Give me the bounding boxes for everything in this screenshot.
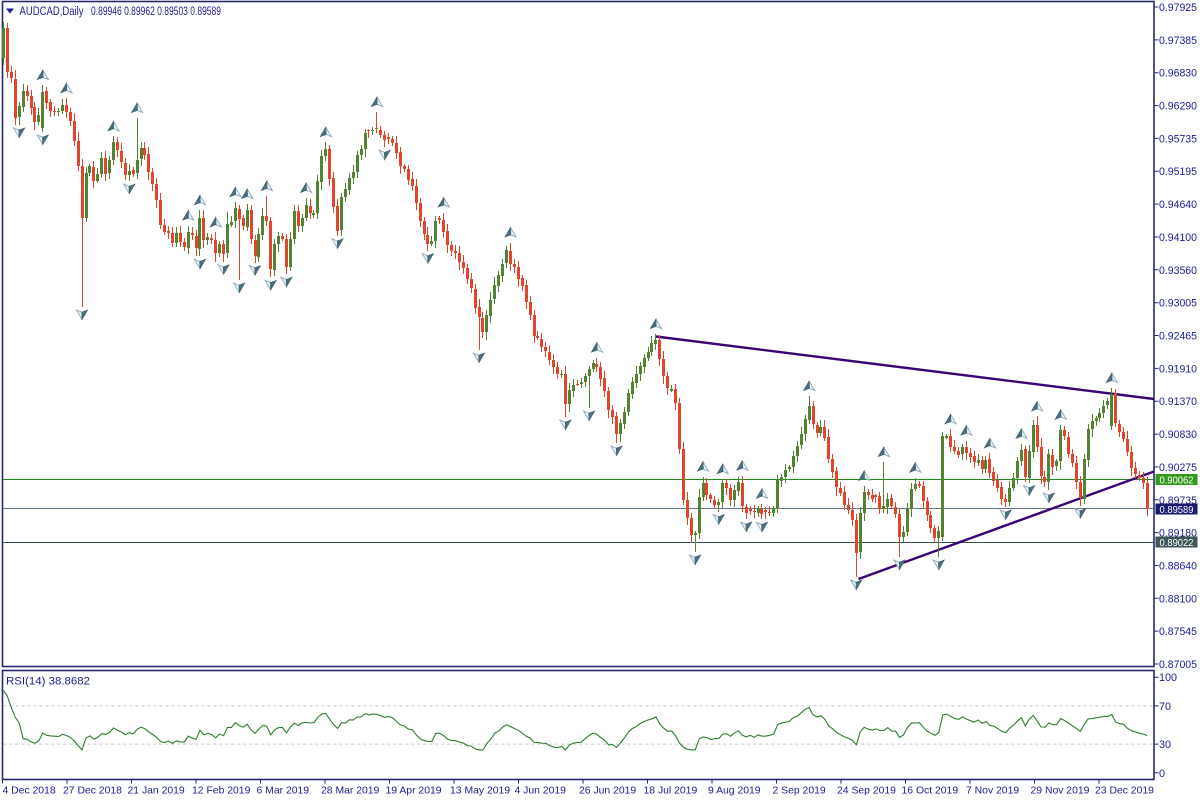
svg-text:27 Dec 2018: 27 Dec 2018 — [63, 786, 122, 797]
svg-text:13 May 2019: 13 May 2019 — [450, 786, 510, 797]
svg-text:24 Sep 2019: 24 Sep 2019 — [837, 786, 896, 797]
svg-text:16 Oct 2019: 16 Oct 2019 — [902, 786, 959, 797]
svg-text:0.95735: 0.95735 — [1159, 133, 1197, 145]
svg-text:18 Jul 2019: 18 Jul 2019 — [644, 786, 698, 797]
svg-text:0.90275: 0.90275 — [1159, 462, 1197, 474]
svg-text:0.97385: 0.97385 — [1159, 35, 1197, 47]
svg-text:AUDCAD,Daily: AUDCAD,Daily — [20, 6, 84, 18]
svg-text:19 Apr 2019: 19 Apr 2019 — [386, 786, 442, 797]
svg-text:26 Jun 2019: 26 Jun 2019 — [579, 786, 636, 797]
svg-text:0.90830: 0.90830 — [1159, 429, 1197, 441]
svg-text:0.91370: 0.91370 — [1159, 396, 1197, 408]
svg-text:0.94100: 0.94100 — [1159, 232, 1197, 244]
svg-text:2 Sep 2019: 2 Sep 2019 — [773, 786, 826, 797]
svg-text:0.97925: 0.97925 — [1159, 2, 1197, 14]
svg-text:0.87005: 0.87005 — [1159, 659, 1197, 671]
svg-text:100: 100 — [1159, 672, 1177, 684]
svg-text:4 Dec 2018: 4 Dec 2018 — [3, 786, 56, 797]
svg-text:23 Dec 2019: 23 Dec 2019 — [1095, 786, 1154, 797]
svg-text:0.95195: 0.95195 — [1159, 166, 1197, 178]
svg-text:0.89589: 0.89589 — [1160, 505, 1194, 516]
svg-text:0.89946 0.89962 0.89503 0.8958: 0.89946 0.89962 0.89503 0.89589 — [91, 6, 221, 18]
svg-text:0.96830: 0.96830 — [1159, 68, 1197, 80]
svg-text:0.87545: 0.87545 — [1159, 626, 1197, 638]
svg-text:6 Mar 2019: 6 Mar 2019 — [257, 786, 310, 797]
svg-text:28 Mar 2019: 28 Mar 2019 — [321, 786, 380, 797]
svg-text:0.93560: 0.93560 — [1159, 265, 1197, 277]
svg-text:21 Jan 2019: 21 Jan 2019 — [128, 786, 185, 797]
svg-text:4 Jun 2019: 4 Jun 2019 — [515, 786, 567, 797]
svg-text:0.89022: 0.89022 — [1160, 538, 1194, 549]
svg-text:70: 70 — [1159, 701, 1171, 713]
svg-text:9 Aug 2019: 9 Aug 2019 — [708, 786, 761, 797]
svg-text:0.88640: 0.88640 — [1159, 561, 1197, 573]
svg-text:0.91910: 0.91910 — [1159, 363, 1197, 375]
svg-text:0.94640: 0.94640 — [1159, 199, 1197, 211]
svg-text:12 Feb 2019: 12 Feb 2019 — [192, 786, 251, 797]
svg-text:0.93005: 0.93005 — [1159, 298, 1197, 310]
svg-text:30: 30 — [1159, 739, 1171, 751]
svg-text:0.88100: 0.88100 — [1159, 593, 1197, 605]
svg-text:0: 0 — [1159, 768, 1165, 780]
svg-text:0.96290: 0.96290 — [1159, 101, 1197, 113]
svg-text:7 Nov 2019: 7 Nov 2019 — [966, 786, 1019, 797]
svg-text:29 Nov 2019: 29 Nov 2019 — [1031, 786, 1090, 797]
svg-text:0.92465: 0.92465 — [1159, 331, 1197, 343]
svg-text:RSI(14) 38.8682: RSI(14) 38.8682 — [6, 676, 90, 688]
svg-text:0.90062: 0.90062 — [1160, 475, 1194, 486]
